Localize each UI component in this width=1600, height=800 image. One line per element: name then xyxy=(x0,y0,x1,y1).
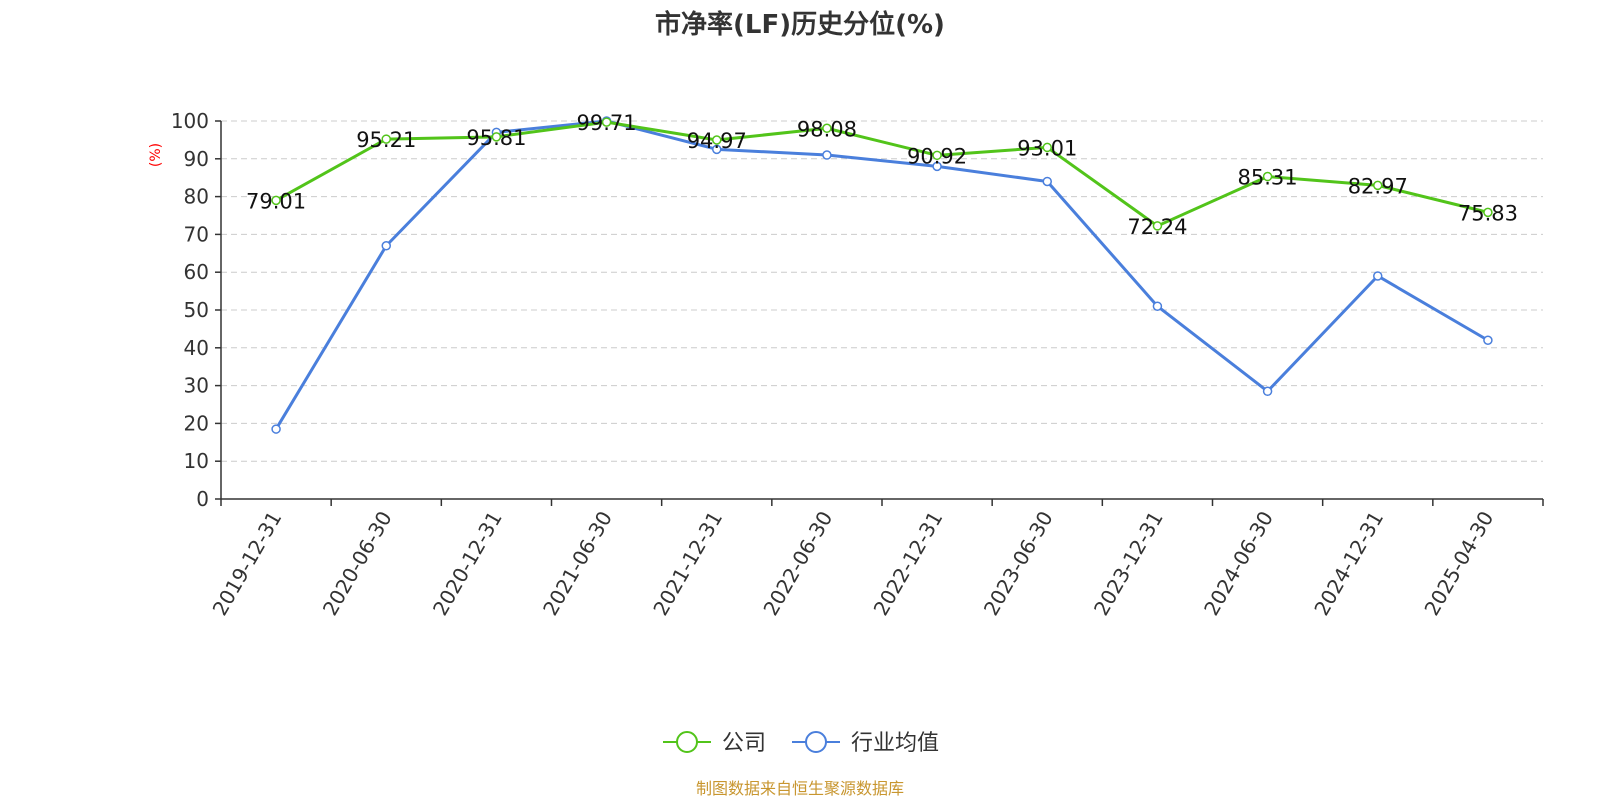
data-point-industry-average[interactable] xyxy=(1152,301,1163,311)
series-line-industry-average xyxy=(274,119,1489,430)
data-point-company[interactable] xyxy=(822,123,832,134)
series-line-company xyxy=(275,120,1489,228)
y-axis-unit-label: (%) xyxy=(148,143,164,167)
data-point-company[interactable] xyxy=(1262,171,1273,182)
legend-item-company[interactable]: 公司 xyxy=(663,731,766,756)
x-tick-label: 2021-06-30 xyxy=(538,507,617,620)
data-point-industry-average[interactable] xyxy=(712,144,722,155)
data-label: 82.97 xyxy=(1348,174,1408,198)
data-point-industry-average[interactable] xyxy=(271,424,281,434)
data-label: 93.01 xyxy=(1017,136,1077,160)
x-tick-label: 2020-12-31 xyxy=(428,507,507,620)
y-tick-label: 100 xyxy=(171,109,209,133)
data-label: 72.24 xyxy=(1127,215,1187,239)
y-tick-label: 90 xyxy=(184,147,209,171)
data-label: 75.83 xyxy=(1458,201,1518,225)
data-point-company[interactable] xyxy=(381,134,391,144)
data-label: 99.71 xyxy=(577,111,637,135)
x-tick-label: 2019-12-31 xyxy=(208,507,287,620)
legend-label: 公司 xyxy=(722,731,766,756)
y-tick-label: 80 xyxy=(184,185,209,209)
y-tick-label: 50 xyxy=(184,298,209,322)
x-tick-label: 2022-12-31 xyxy=(869,507,948,620)
legend-item-industry-average[interactable]: 行业均值 xyxy=(792,731,939,756)
data-point-industry-average[interactable] xyxy=(1483,335,1493,345)
legend-label: 行业均值 xyxy=(851,731,939,756)
y-tick-label: 0 xyxy=(196,487,209,511)
y-tick-label: 30 xyxy=(184,374,209,398)
data-label: 95.21 xyxy=(356,128,416,152)
x-tick-label: 2024-12-31 xyxy=(1309,507,1388,620)
data-point-industry-average[interactable] xyxy=(381,240,391,251)
x-tick-label: 2022-06-30 xyxy=(758,507,837,620)
source-note: 制图数据来自恒生聚源数据库 xyxy=(696,779,904,798)
y-tick-label: 40 xyxy=(184,336,209,360)
x-tick-label: 2023-12-31 xyxy=(1089,507,1168,620)
gridlines xyxy=(221,120,1543,462)
axes: 0 10 20 30 40 50 60 70 80 90 100 2019-12-31 2020-06-… xyxy=(171,109,1544,620)
y-tick-label: 70 xyxy=(184,222,209,246)
legend-marker-icon xyxy=(676,731,698,753)
data-label: 90.92 xyxy=(907,144,967,168)
data-point-industry-average[interactable] xyxy=(1262,386,1273,397)
y-tick-label: 60 xyxy=(184,260,209,284)
data-point-company[interactable] xyxy=(601,117,612,127)
legend[interactable]: 公司 行业均值 xyxy=(663,731,939,756)
data-point-industry-average[interactable] xyxy=(822,150,832,160)
data-point-company[interactable] xyxy=(1042,142,1052,153)
y-tick-label: 10 xyxy=(184,449,209,473)
data-point-company[interactable] xyxy=(491,132,502,142)
data-label: 95.81 xyxy=(466,126,526,150)
data-point-industry-average[interactable] xyxy=(1042,176,1052,187)
data-point-company[interactable] xyxy=(1373,180,1383,191)
data-label: 94.97 xyxy=(687,129,747,153)
chart-title: 市净率(LF)历史分位(%) xyxy=(655,9,945,40)
data-point-industry-average[interactable] xyxy=(932,161,942,172)
x-tick-label: 2025-04-30 xyxy=(1419,507,1498,620)
data-labels: 79.01 95.21 95.81 99.71 94.97 98.08 90.92 93.01… xyxy=(246,111,1518,239)
data-label: 79.01 xyxy=(246,189,306,213)
data-point-company[interactable] xyxy=(932,150,942,161)
data-point-company[interactable] xyxy=(1152,221,1163,231)
data-label: 98.08 xyxy=(797,117,857,141)
data-point-company[interactable] xyxy=(1483,207,1493,218)
legend-marker-icon xyxy=(805,731,827,753)
data-label: 85.31 xyxy=(1238,166,1298,190)
x-tick-label: 2024-06-30 xyxy=(1199,507,1278,620)
x-tick-label: 2023-06-30 xyxy=(979,507,1058,620)
x-tick-label: 2021-12-31 xyxy=(648,507,727,620)
data-point-company[interactable] xyxy=(271,195,281,206)
data-point-company[interactable] xyxy=(712,135,722,145)
x-tick-label: 2020-06-30 xyxy=(318,507,397,620)
y-tick-label: 20 xyxy=(184,411,209,435)
series-lines xyxy=(271,116,1493,434)
data-point-industry-average[interactable] xyxy=(1373,271,1383,281)
